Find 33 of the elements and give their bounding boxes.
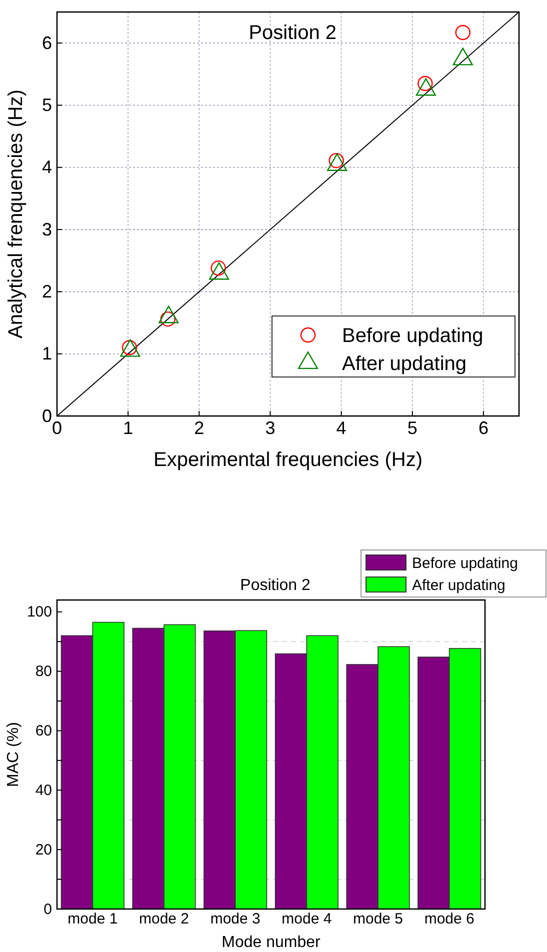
x-tick-label: 5 bbox=[407, 418, 418, 438]
legend-label: After updating bbox=[342, 353, 467, 375]
y-tick-label: 6 bbox=[42, 32, 52, 53]
x-tick-label: mode 1 bbox=[68, 910, 118, 928]
x-tick-label: mode 3 bbox=[210, 910, 260, 928]
text: Position 2 bbox=[248, 22, 337, 44]
x-tick-label: 3 bbox=[265, 418, 276, 438]
x-tick-label: 2 bbox=[194, 418, 204, 438]
legend-label: Before updating bbox=[412, 555, 518, 572]
x-tick-label: 4 bbox=[336, 418, 346, 438]
y-tick-label: 2 bbox=[42, 281, 52, 302]
legend-label: After updating bbox=[412, 577, 506, 594]
chart-title: Position 2 bbox=[240, 577, 311, 594]
x-tick-label: 1 bbox=[123, 418, 134, 438]
y-tick-label: 1 bbox=[42, 344, 52, 364]
y-axis-title: Analytical frenquencies (Hz) bbox=[5, 90, 27, 338]
y-axis-title: MAC (%) bbox=[5, 722, 22, 787]
y-tick-label: 100 bbox=[26, 604, 52, 621]
x-tick-label: mode 5 bbox=[352, 910, 404, 928]
x-tick-label: mode 2 bbox=[138, 910, 190, 928]
x-axis-title: Mode number bbox=[222, 934, 322, 951]
x-tick-label: mode 4 bbox=[282, 910, 332, 928]
legend-label: Before updating bbox=[342, 325, 484, 347]
y-tick-label: 80 bbox=[35, 663, 52, 680]
x-tick-label: 6 bbox=[478, 418, 488, 438]
y-tick-label: 5 bbox=[42, 94, 52, 115]
x-axis-title: Experimental frequencies (Hz) bbox=[154, 449, 422, 471]
y-tick-label: 60 bbox=[35, 722, 52, 740]
y-tick-label: 3 bbox=[42, 219, 52, 240]
y-tick-label: 20 bbox=[35, 841, 52, 858]
y-tick-label: 4 bbox=[42, 157, 52, 178]
y-tick-label: 40 bbox=[35, 782, 52, 799]
x-tick-label: mode 6 bbox=[424, 910, 474, 928]
